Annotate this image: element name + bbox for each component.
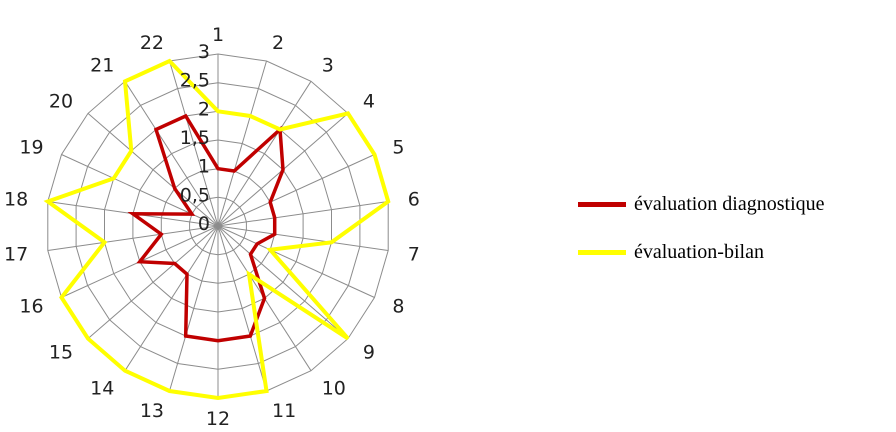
- category-label: 19: [19, 136, 43, 158]
- tick-label: 3: [198, 41, 210, 63]
- category-label: 16: [19, 296, 43, 318]
- series-line-diagnostique: [127, 113, 285, 343]
- grid-spoke: [217, 225, 389, 251]
- grid-spoke: [217, 81, 312, 227]
- grid-spoke: [87, 225, 219, 339]
- category-label: 8: [392, 296, 404, 318]
- radar-chart: 00,511,522,531 23456789101112131415161718…: [4, 24, 420, 430]
- category-label: 7: [408, 243, 420, 265]
- category-label: 11: [272, 400, 296, 422]
- radar-labels: 00,511,522,531 23456789101112131415161718…: [4, 24, 420, 430]
- category-label: 21: [90, 55, 114, 77]
- category-label: 15: [49, 342, 73, 364]
- legend-item-diagnostique: évaluation diagnostique: [578, 180, 825, 228]
- legend-swatch-diagnostique: [578, 201, 626, 207]
- radar-series: [43, 58, 391, 401]
- grid-spoke: [217, 225, 375, 298]
- tick-label: 1: [198, 156, 210, 178]
- category-label: 14: [90, 377, 114, 399]
- category-label: 10: [322, 377, 346, 399]
- grid-spoke: [169, 225, 219, 392]
- category-label: 20: [49, 90, 73, 112]
- legend-label-bilan: évaluation-bilan: [634, 240, 764, 263]
- tick-label: 2: [198, 98, 210, 120]
- grid-spoke: [217, 225, 349, 339]
- category-label: 1: [212, 24, 224, 46]
- category-label: 22: [140, 32, 164, 54]
- category-label: 5: [392, 136, 404, 158]
- category-label: 9: [363, 342, 375, 364]
- tick-label: 1,5: [180, 127, 210, 149]
- category-label: 4: [363, 90, 375, 112]
- legend-label-diagnostique: évaluation diagnostique: [634, 192, 825, 215]
- series-line-bilan: [43, 58, 391, 401]
- category-label: 12: [206, 408, 230, 430]
- grid-spoke: [217, 201, 389, 227]
- category-label: 2: [272, 32, 284, 54]
- legend: évaluation diagnostique évaluation-bilan: [578, 180, 825, 276]
- category-label: 6: [408, 189, 420, 211]
- category-label: 17: [4, 243, 28, 265]
- grid-spoke: [217, 154, 375, 227]
- grid-spoke: [124, 81, 219, 227]
- grid-spoke: [47, 225, 219, 251]
- tick-label: 0: [198, 213, 210, 235]
- tick-label: 0,5: [180, 184, 210, 206]
- category-label: 18: [4, 189, 28, 211]
- grid-spoke: [87, 113, 219, 227]
- grid-spoke: [217, 225, 267, 392]
- tick-label: 2,5: [180, 70, 210, 92]
- grid-spoke: [217, 60, 267, 227]
- legend-swatch-bilan: [578, 249, 626, 255]
- category-label: 3: [322, 55, 334, 77]
- category-label: 13: [140, 400, 164, 422]
- grid-spoke: [124, 225, 219, 371]
- legend-item-bilan: évaluation-bilan: [578, 228, 825, 276]
- grid-spoke: [169, 60, 219, 227]
